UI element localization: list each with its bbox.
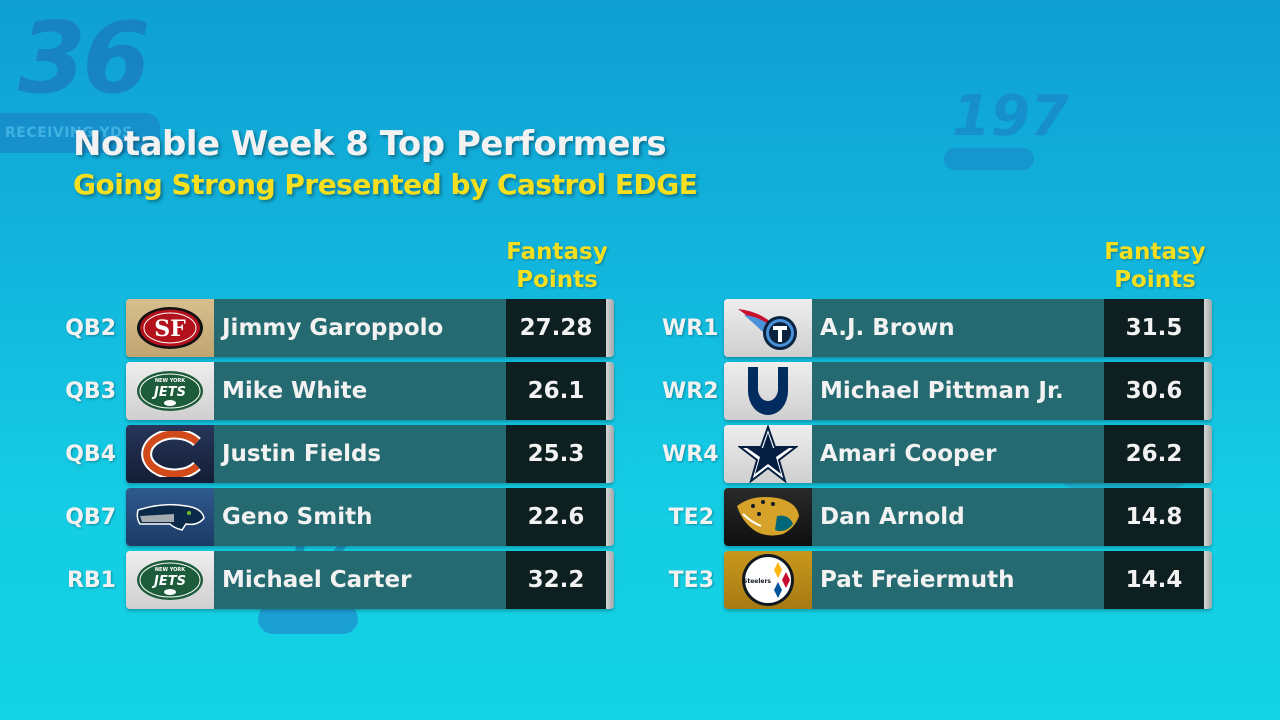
table-row: QB3 NEW YORK JETS Mike White 26.1	[64, 362, 614, 420]
table-row: WR2 Michael Pittman Jr. 30.6	[662, 362, 1212, 420]
table-row: QB2 SF Jimmy Garoppolo 27.28	[64, 299, 614, 357]
table-row: RB1 NEW YORK JETS Michael Carter 32.2	[64, 551, 614, 609]
titans-logo-icon	[724, 299, 812, 357]
bar-edge	[1204, 299, 1212, 357]
player-bar: A.J. Brown 31.5	[724, 299, 1212, 357]
player-name: Pat Freiermuth	[812, 551, 1104, 609]
seahawks-logo-icon	[126, 488, 214, 546]
position-label: RB1	[66, 567, 116, 593]
fantasy-points: 30.6	[1104, 362, 1204, 420]
column-header-line1: Fantasy	[506, 239, 608, 265]
player-bar: NEW YORK JETS Michael Carter 32.2	[126, 551, 614, 609]
bar-edge	[606, 488, 614, 546]
page-subtitle: Going Strong Presented by Castrol EDGE	[73, 168, 698, 201]
background-stat-value: 197	[952, 84, 1069, 149]
bar-edge	[606, 362, 614, 420]
table-row: QB4 Justin Fields 25.3	[64, 425, 614, 483]
bar-edge	[606, 299, 614, 357]
position-label: WR4	[662, 441, 719, 467]
colts-logo-icon	[724, 362, 812, 420]
fantasy-points: 27.28	[506, 299, 606, 357]
player-bar: NEW YORK JETS Mike White 26.1	[126, 362, 614, 420]
fantasy-points: 31.5	[1104, 299, 1204, 357]
column-header-line2: Points	[516, 267, 598, 293]
position-label: WR2	[662, 378, 719, 404]
bar-edge	[606, 551, 614, 609]
svg-text:JETS: JETS	[151, 574, 186, 589]
svg-text:JETS: JETS	[151, 385, 186, 400]
player-name: Jimmy Garoppolo	[214, 299, 506, 357]
bears-logo-icon	[126, 425, 214, 483]
player-name: Justin Fields	[214, 425, 506, 483]
player-bar: Justin Fields 25.3	[126, 425, 614, 483]
player-bar: Steelers Pat Freiermuth 14.4	[724, 551, 1212, 609]
player-bar: Michael Pittman Jr. 30.6	[724, 362, 1212, 420]
background-stat-label-pill	[258, 604, 358, 634]
table-row: TE3 Steelers Pat Freiermuth 14.4	[662, 551, 1212, 609]
jets-logo-icon: NEW YORK JETS	[126, 551, 214, 609]
player-bar: Geno Smith 22.6	[126, 488, 614, 546]
bar-edge	[1204, 362, 1212, 420]
fantasy-points: 25.3	[506, 425, 606, 483]
right-column-header: Fantasy Points	[1100, 238, 1210, 294]
bar-edge	[1204, 425, 1212, 483]
fantasy-points: 22.6	[506, 488, 606, 546]
background-stat-label-pill	[944, 148, 1034, 170]
player-name: A.J. Brown	[812, 299, 1104, 357]
table-row: TE2 Dan Arnold 14.8	[662, 488, 1212, 546]
steelers-logo-icon: Steelers	[724, 551, 812, 609]
left-performers-table: QB2 SF Jimmy Garoppolo 27.28 QB3 NEW YOR…	[64, 299, 614, 614]
background-stat-label: RECEIVING YDS	[5, 125, 133, 141]
player-bar: SF Jimmy Garoppolo 27.28	[126, 299, 614, 357]
column-header-line1: Fantasy	[1104, 239, 1206, 265]
position-label: QB7	[65, 504, 116, 530]
player-name: Dan Arnold	[812, 488, 1104, 546]
table-row: WR1 A.J. Brown 31.5	[662, 299, 1212, 357]
position-label: WR1	[662, 315, 719, 341]
position-label: QB3	[65, 378, 116, 404]
svg-text:NEW YORK: NEW YORK	[155, 378, 186, 384]
svg-text:SF: SF	[154, 316, 186, 342]
position-label: TE2	[668, 504, 714, 530]
jaguars-logo-icon	[724, 488, 812, 546]
background-stat-value: 36	[18, 2, 150, 116]
jets-logo-icon: NEW YORK JETS	[126, 362, 214, 420]
page-title: Notable Week 8 Top Performers	[73, 124, 667, 164]
table-row: WR4 Amari Cooper 26.2	[662, 425, 1212, 483]
position-label: QB4	[65, 441, 116, 467]
fantasy-points: 26.2	[1104, 425, 1204, 483]
player-bar: Dan Arnold 14.8	[724, 488, 1212, 546]
player-name: Mike White	[214, 362, 506, 420]
left-column-header: Fantasy Points	[502, 238, 612, 294]
svg-text:NEW YORK: NEW YORK	[155, 567, 186, 573]
background-stat-label-pill: RECEIVING YDS	[0, 113, 160, 153]
player-name: Amari Cooper	[812, 425, 1104, 483]
cowboys-logo-icon	[724, 425, 812, 483]
bar-edge	[606, 425, 614, 483]
player-name: Michael Pittman Jr.	[812, 362, 1104, 420]
fantasy-points: 32.2	[506, 551, 606, 609]
right-performers-table: WR1 A.J. Brown 31.5 WR2 Michael Pittman …	[662, 299, 1212, 614]
position-label: QB2	[65, 315, 116, 341]
column-header-line2: Points	[1114, 267, 1196, 293]
fantasy-points: 14.8	[1104, 488, 1204, 546]
player-name: Michael Carter	[214, 551, 506, 609]
bar-edge	[1204, 488, 1212, 546]
49ers-logo-icon: SF	[126, 299, 214, 357]
svg-text:Steelers: Steelers	[743, 578, 771, 585]
bar-edge	[1204, 551, 1212, 609]
player-bar: Amari Cooper 26.2	[724, 425, 1212, 483]
fantasy-points: 14.4	[1104, 551, 1204, 609]
position-label: TE3	[668, 567, 714, 593]
table-row: QB7 Geno Smith 22.6	[64, 488, 614, 546]
fantasy-points: 26.1	[506, 362, 606, 420]
player-name: Geno Smith	[214, 488, 506, 546]
